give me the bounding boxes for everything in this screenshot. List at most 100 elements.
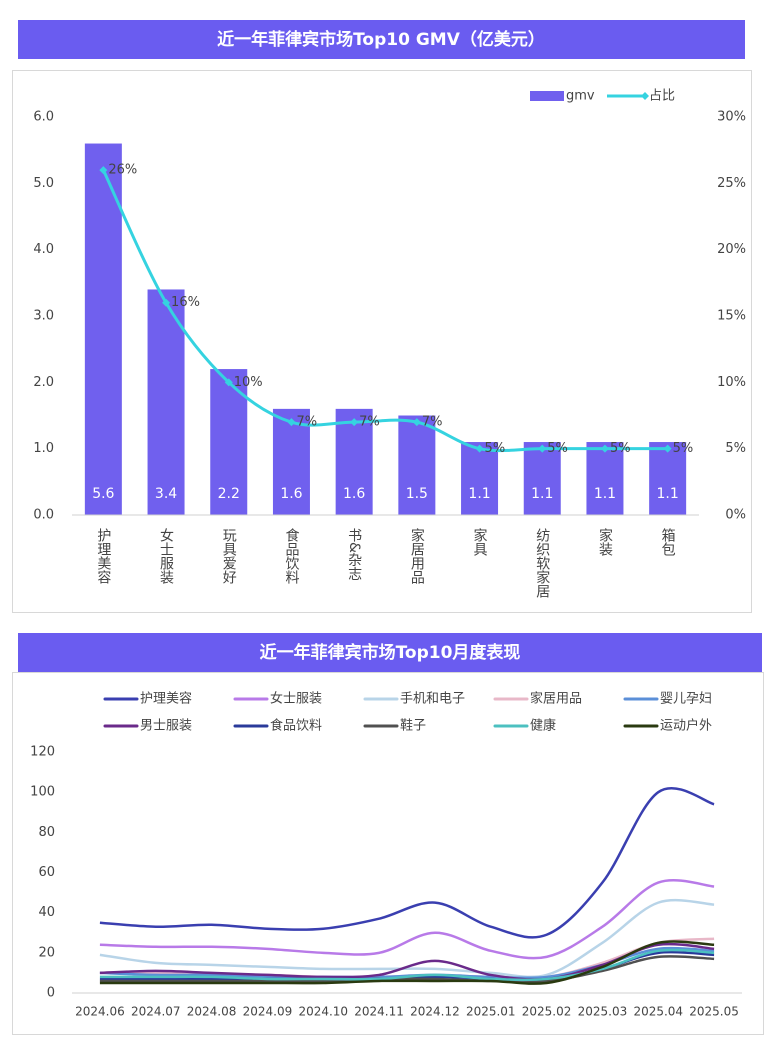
bar — [398, 415, 436, 515]
x-tick-label: 玩具爱好 — [221, 528, 237, 584]
panel — [12, 672, 764, 1035]
value-label: 5% — [547, 441, 568, 456]
y2-tick-label: 15% — [717, 309, 746, 324]
value-label: 16% — [171, 295, 200, 310]
share-line — [101, 169, 668, 453]
bar — [649, 442, 687, 515]
bar-label: 5.6 — [92, 486, 114, 502]
bar-label: 1.1 — [531, 486, 553, 502]
x-tick-label: 女士服装 — [158, 527, 174, 584]
bar-label: 1.1 — [468, 486, 490, 502]
legend-label: 占比 — [649, 89, 675, 104]
legend-label: 家居用品 — [530, 691, 582, 707]
point — [538, 444, 547, 453]
bar — [335, 408, 373, 515]
y-tick-label: 80 — [38, 825, 55, 840]
legend-label: 食品饮料 — [270, 718, 322, 734]
value-label: 7% — [422, 415, 443, 430]
panel — [12, 70, 752, 613]
chart-title: 近一年菲律宾市场Top10 GMV（亿美元） — [217, 29, 545, 50]
series-line — [99, 786, 715, 939]
y2-tick-label: 0% — [725, 508, 746, 523]
bar — [147, 289, 185, 515]
x-tick-label: 2024.10 — [298, 1005, 348, 1019]
series-line — [99, 942, 715, 981]
x-tick-label: 护理美容 — [95, 528, 111, 584]
y-tick-label: 5.0 — [33, 176, 54, 191]
y-tick-label: 60 — [38, 865, 55, 880]
legend-label: 手机和电子 — [400, 692, 465, 707]
value-label: 7% — [359, 415, 380, 430]
legend-label: gmv — [566, 89, 595, 104]
x-tick-label: 书&杂志 — [346, 528, 362, 581]
x-tick-label: 2024.07 — [131, 1005, 181, 1019]
value-label: 5% — [673, 441, 694, 456]
x-tick-label: 纺织软家居 — [534, 528, 550, 598]
bar — [523, 442, 561, 515]
x-tick-label: 家具 — [472, 527, 488, 556]
y2-tick-label: 30% — [717, 110, 746, 125]
x-tick-label: 2025.01 — [466, 1005, 516, 1019]
series-line — [99, 948, 715, 982]
series-line — [99, 879, 715, 960]
value-label: 7% — [296, 415, 317, 430]
y2-tick-label: 5% — [725, 441, 746, 456]
x-tick-label: 食品饮料 — [283, 527, 299, 584]
series-line — [99, 898, 715, 979]
value-label: 5% — [485, 441, 506, 456]
point — [600, 444, 609, 453]
point — [663, 444, 672, 453]
y2-tick-label: 20% — [717, 242, 746, 257]
legend-label: 护理美容 — [140, 691, 192, 707]
x-tick-label: 2024.08 — [187, 1005, 237, 1019]
y-tick-label: 4.0 — [33, 242, 54, 257]
y-tick-label: 3.0 — [33, 309, 54, 324]
bar-label: 1.6 — [280, 486, 302, 502]
y-tick-label: 0.0 — [33, 508, 54, 523]
bar-label: 1.6 — [343, 486, 365, 502]
x-tick-label: 家装 — [597, 527, 613, 556]
x-tick-label: 2025.04 — [633, 1005, 683, 1019]
legend-label: 婴儿孕妇 — [660, 691, 712, 707]
series-line — [99, 940, 715, 985]
y2-tick-label: 25% — [717, 176, 746, 191]
x-tick-label: 家居用品 — [409, 527, 425, 584]
point — [224, 378, 233, 387]
y-tick-label: 0 — [47, 986, 55, 1001]
bar-label: 1.5 — [406, 486, 428, 502]
chart-title: 近一年菲律宾市场Top10月度表现 — [260, 642, 521, 663]
x-tick-label: 2024.09 — [243, 1005, 293, 1019]
title-bar — [18, 20, 745, 59]
x-tick-label: 2024.12 — [410, 1005, 460, 1019]
bar-label: 2.2 — [218, 486, 240, 502]
point — [475, 444, 484, 453]
y2-tick-label: 10% — [717, 375, 746, 390]
y-tick-label: 6.0 — [33, 110, 54, 125]
series-line — [99, 955, 715, 984]
bar — [84, 143, 122, 516]
x-tick-label: 箱包 — [660, 528, 676, 556]
legend-label: 运动户外 — [660, 718, 712, 734]
legend-label: 鞋子 — [400, 718, 426, 734]
point — [162, 298, 171, 307]
bar-label: 1.1 — [594, 486, 616, 502]
y-tick-label: 2.0 — [33, 375, 54, 390]
legend-swatch — [641, 92, 649, 100]
bar — [461, 442, 499, 515]
y-tick-label: 120 — [30, 745, 55, 760]
value-label: 5% — [610, 441, 631, 456]
legend-swatch — [530, 91, 564, 101]
point — [99, 166, 108, 175]
y-tick-label: 100 — [30, 785, 55, 800]
value-label: 26% — [108, 163, 137, 178]
point — [350, 418, 359, 427]
x-tick-label: 2025.02 — [522, 1005, 572, 1019]
bar — [272, 408, 310, 515]
x-tick-label: 2025.05 — [689, 1005, 739, 1019]
y-tick-label: 20 — [38, 945, 55, 960]
x-tick-label: 2024.11 — [354, 1005, 404, 1019]
title-bar — [18, 633, 762, 672]
x-tick-label: 2024.06 — [75, 1005, 125, 1019]
value-label: 10% — [234, 375, 263, 390]
